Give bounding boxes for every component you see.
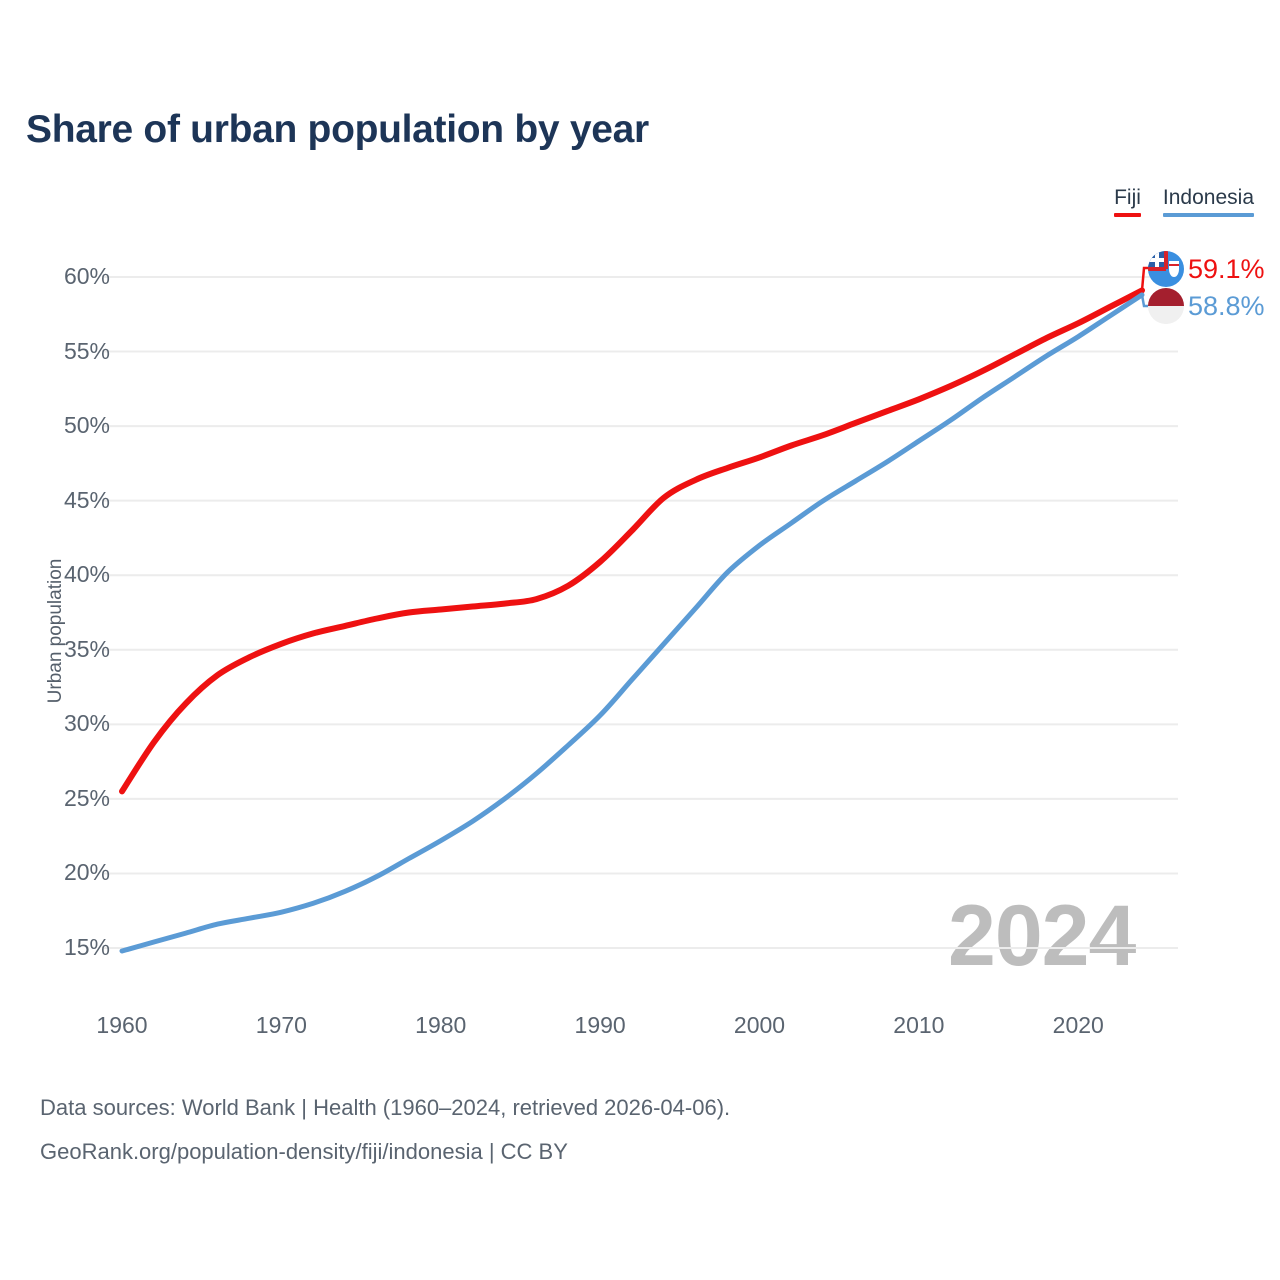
legend-swatch-indonesia [1162,213,1254,217]
y-tick-label: 25% [63,784,110,811]
indonesia-flag-white-band [1148,306,1184,324]
y-tick-label: 30% [63,710,110,737]
indonesia-flag-icon [1148,288,1184,324]
legend-item-indonesia[interactable]: Indonesia [1162,186,1254,217]
page-title: Share of urban population by year [26,108,649,151]
x-tick-label: 1970 [255,1012,307,1038]
footer-attribution: Data sources: World Bank | Health (1960–… [40,1086,730,1174]
endpoint-value-indonesia: 58.8% [1188,290,1265,321]
x-tick-label: 1960 [96,1012,148,1038]
x-tick-label: 1980 [415,1012,467,1038]
legend-label-fiji: Fiji [1114,186,1141,209]
series-line-fiji [119,287,1145,795]
fiji-flag-icon [1148,251,1184,287]
endpoint-label-fiji: 59.1% [1148,251,1265,287]
y-tick-label: 40% [63,561,110,588]
endpoint-value-fiji: 59.1% [1188,253,1265,284]
y-tick-label: 60% [63,263,110,289]
union-jack-cross-v-icon [1163,251,1168,269]
x-tick-label: 2000 [733,1012,786,1038]
x-tick-label: 2010 [893,1012,945,1038]
legend-label-indonesia: Indonesia [1162,186,1254,209]
y-tick-label: 20% [63,859,110,886]
union-jack-cross-h-icon [1148,266,1166,271]
y-tick-label: 55% [63,337,110,364]
y-tick-label: 45% [63,486,110,513]
y-tick-label: 50% [63,412,110,439]
y-tick-label: 15% [63,934,110,960]
footer-url-license: GeoRank.org/population-density/fiji/indo… [40,1139,568,1164]
chart-legend: Fiji Indonesia [1114,186,1254,217]
y-tick-label: 35% [63,635,110,662]
x-tick-label: 2020 [1052,1012,1104,1038]
fiji-shield-icon [1168,261,1180,277]
endpoint-label-indonesia: 58.8% [1148,288,1265,324]
x-tick-label: 1990 [574,1012,626,1038]
legend-swatch-fiji [1114,213,1141,217]
indonesia-flag-red-band [1148,288,1184,306]
legend-item-fiji[interactable]: Fiji [1114,186,1141,217]
series-line-indonesia [119,292,1145,954]
watermark-year: 2024 [948,888,1136,984]
union-jack-canton-icon [1148,251,1166,269]
footer-data-sources: Data sources: World Bank | Health (1960–… [40,1095,731,1120]
